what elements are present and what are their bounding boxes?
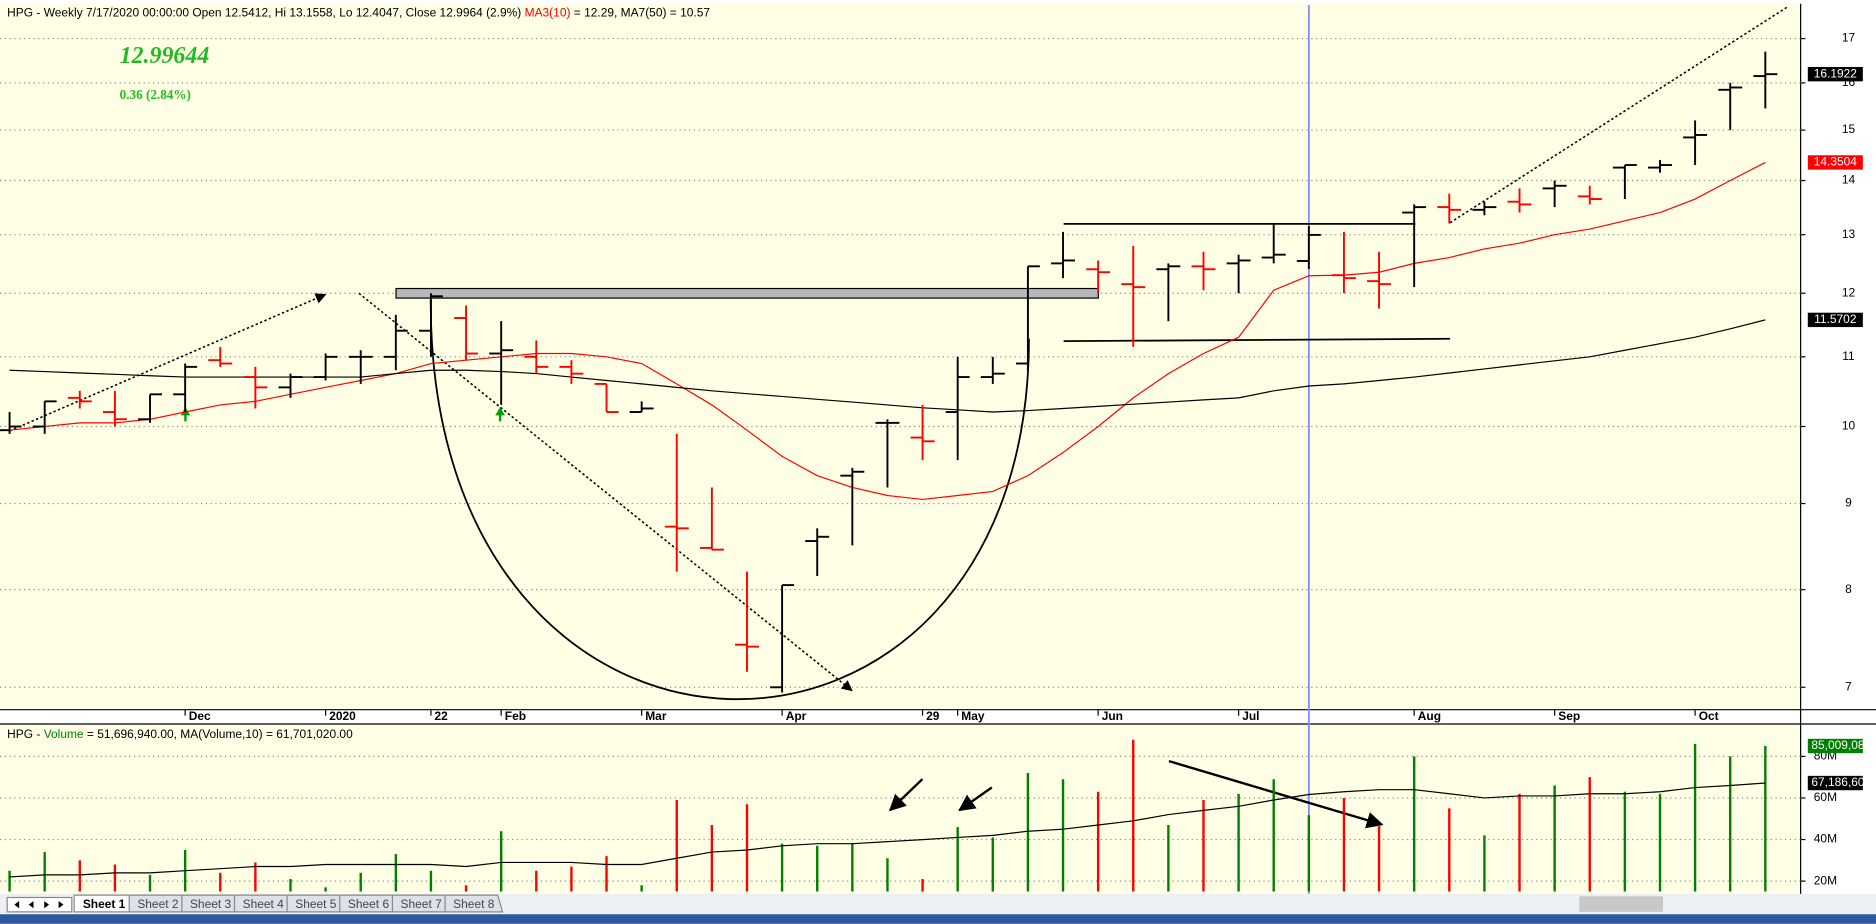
last-label-bg — [1807, 775, 1863, 791]
nav-buttons[interactable] — [6, 896, 73, 913]
change: 0.36 (2.84%) — [120, 87, 191, 102]
sheet-tab-label[interactable]: Sheet 1 — [83, 897, 126, 911]
last-label: 14.3504 — [1814, 155, 1858, 169]
volume-arrow — [888, 778, 924, 812]
volume-arrow — [958, 786, 993, 812]
ma-line — [9, 782, 1766, 878]
x-tick-label: May — [961, 709, 985, 723]
last-label-bg — [1807, 66, 1863, 82]
last-label: 85,009,08 — [1811, 738, 1865, 752]
volume-word: Volume — [44, 727, 84, 741]
sheet-tab-label[interactable]: Sheet 3 — [190, 897, 232, 911]
y-tick-label: 60M — [1814, 790, 1837, 804]
sheet-tab-label[interactable]: Sheet 5 — [295, 897, 337, 911]
last-label: 16.1922 — [1814, 66, 1858, 80]
signal-arrow — [180, 406, 191, 422]
y-tick-label: 17 — [1842, 31, 1856, 45]
y-tick-label: 15 — [1842, 122, 1856, 136]
price-info: HPG - Weekly 7/17/2020 00:00:00 Open 12.… — [7, 5, 524, 19]
sheet-tab-label[interactable]: Sheet 7 — [401, 897, 443, 911]
x-tick-label: Oct — [1699, 709, 1719, 723]
last-label-bg — [1807, 738, 1863, 754]
trend-arrow — [358, 292, 853, 692]
price-header: HPG - Weekly 7/17/2020 00:00:00 Open 12.… — [7, 5, 710, 19]
last-label: 67,186,60 — [1811, 775, 1865, 789]
tab-nav — [6, 896, 73, 913]
sheet-tab-label[interactable]: Sheet 8 — [453, 897, 495, 911]
sheet-tab-label[interactable]: Sheet 2 — [137, 897, 179, 911]
x-tick-label: Apr — [786, 709, 807, 723]
last-label-bg — [1807, 155, 1863, 170]
x-tick-label: Aug — [1418, 709, 1441, 723]
last-label-bg — [1807, 312, 1863, 328]
y-tick-label: 12 — [1842, 285, 1856, 299]
volume-arrow — [1168, 759, 1384, 829]
big-close: 12.99644 — [120, 43, 210, 69]
last-label: 11.5702 — [1814, 312, 1857, 326]
ma-name: MA3(10) — [525, 5, 571, 19]
volume-panel — [0, 724, 1801, 894]
y-tick-label: 11 — [1842, 349, 1855, 363]
sheet-tab-label[interactable]: Sheet 6 — [348, 897, 390, 911]
x-tick-label: 22 — [435, 709, 449, 723]
range-line — [1063, 337, 1451, 343]
sheet-tab[interactable] — [444, 894, 504, 913]
x-tick-label: Jul — [1242, 709, 1259, 723]
y-tick-label: 7 — [1845, 679, 1852, 693]
x-tick-label: Feb — [505, 709, 526, 723]
x-tick-label: Dec — [189, 709, 211, 723]
annotations — [9, 5, 1790, 829]
y-tick-label: 8 — [1845, 582, 1852, 596]
x-tick-label: Jun — [1102, 709, 1123, 723]
y-tick-label: 13 — [1842, 227, 1856, 241]
y-tick-label: 10 — [1842, 419, 1856, 433]
signal-arrow — [495, 406, 505, 422]
y-tick-label: 20M — [1814, 873, 1837, 887]
sheet-tab-label[interactable]: Sheet 4 — [243, 897, 285, 911]
resistance-zone — [395, 287, 1099, 299]
y-tick-label: 40M — [1814, 832, 1837, 846]
x-tick-label: 29 — [926, 709, 940, 723]
y-tick-label: 14 — [1842, 173, 1856, 187]
x-tick-label: Mar — [645, 709, 667, 723]
x-tick-label: Sep — [1558, 709, 1580, 723]
y-tick-label: 9 — [1845, 496, 1852, 510]
x-tick-label: 2020 — [329, 709, 356, 723]
ma-info: = 12.29, MA7(50) = 10.57 — [570, 5, 710, 19]
volume-prefix: HPG - — [7, 727, 44, 741]
ma-line — [9, 161, 1766, 501]
volume-header: HPG - Volume = 51,696,940.00, MA(Volume,… — [7, 727, 353, 741]
cup-curve — [429, 299, 1030, 701]
status-strip — [0, 914, 1876, 924]
scrollbar-thumb[interactable] — [1579, 896, 1664, 912]
volume-info: = 51,696,940.00, MA(Volume,10) = 61,701,… — [84, 727, 353, 741]
